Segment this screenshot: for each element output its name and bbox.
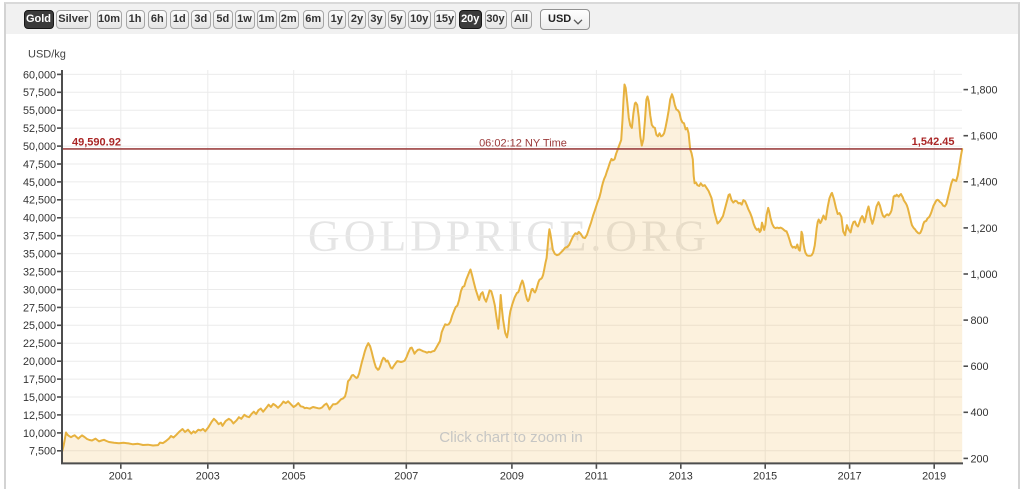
svg-text:200: 200 <box>971 453 989 465</box>
svg-text:42,500: 42,500 <box>23 195 56 207</box>
svg-text:12,500: 12,500 <box>23 410 56 422</box>
svg-text:47,500: 47,500 <box>23 159 56 171</box>
svg-text:15,000: 15,000 <box>23 392 56 404</box>
svg-text:27,500: 27,500 <box>23 302 56 314</box>
svg-text:800: 800 <box>971 315 989 327</box>
svg-text:1,000: 1,000 <box>971 269 998 281</box>
svg-text:2019: 2019 <box>922 471 946 483</box>
svg-text:1,542.45: 1,542.45 <box>912 136 955 148</box>
svg-text:USD/kg: USD/kg <box>28 49 66 61</box>
svg-text:06:02:12 NY Time: 06:02:12 NY Time <box>479 137 567 149</box>
svg-text:45,000: 45,000 <box>23 177 56 189</box>
svg-text:17,500: 17,500 <box>23 374 56 386</box>
svg-text:32,500: 32,500 <box>23 266 56 278</box>
svg-text:20,000: 20,000 <box>23 356 56 368</box>
svg-text:50,000: 50,000 <box>23 141 56 153</box>
svg-text:600: 600 <box>971 361 989 373</box>
svg-text:2001: 2001 <box>109 471 133 483</box>
svg-text:1,400: 1,400 <box>971 177 998 189</box>
svg-text:1,800: 1,800 <box>971 85 998 97</box>
svg-text:60,000: 60,000 <box>23 69 56 81</box>
svg-text:2015: 2015 <box>753 471 777 483</box>
svg-text:Click chart to zoom in: Click chart to zoom in <box>439 429 582 446</box>
svg-text:35,000: 35,000 <box>23 249 56 261</box>
svg-text:55,000: 55,000 <box>23 105 56 117</box>
svg-text:1,600: 1,600 <box>971 131 998 143</box>
svg-text:2007: 2007 <box>394 471 418 483</box>
svg-text:2011: 2011 <box>585 471 608 483</box>
svg-text:30,000: 30,000 <box>23 284 56 296</box>
svg-text:25,000: 25,000 <box>23 320 56 332</box>
svg-text:10,000: 10,000 <box>23 428 56 440</box>
svg-text:2013: 2013 <box>669 471 693 483</box>
svg-text:2005: 2005 <box>282 471 306 483</box>
svg-text:22,500: 22,500 <box>23 338 56 350</box>
svg-text:2017: 2017 <box>838 471 862 483</box>
svg-text:2003: 2003 <box>196 471 220 483</box>
svg-text:57,500: 57,500 <box>23 87 56 99</box>
svg-text:52,500: 52,500 <box>23 123 56 135</box>
svg-text:7,500: 7,500 <box>29 446 56 458</box>
svg-text:1,200: 1,200 <box>971 223 998 235</box>
svg-text:40,000: 40,000 <box>23 213 56 225</box>
svg-text:400: 400 <box>971 407 989 419</box>
svg-text:2009: 2009 <box>500 471 524 483</box>
svg-text:49,590.92: 49,590.92 <box>72 136 121 148</box>
svg-text:37,500: 37,500 <box>23 231 56 243</box>
